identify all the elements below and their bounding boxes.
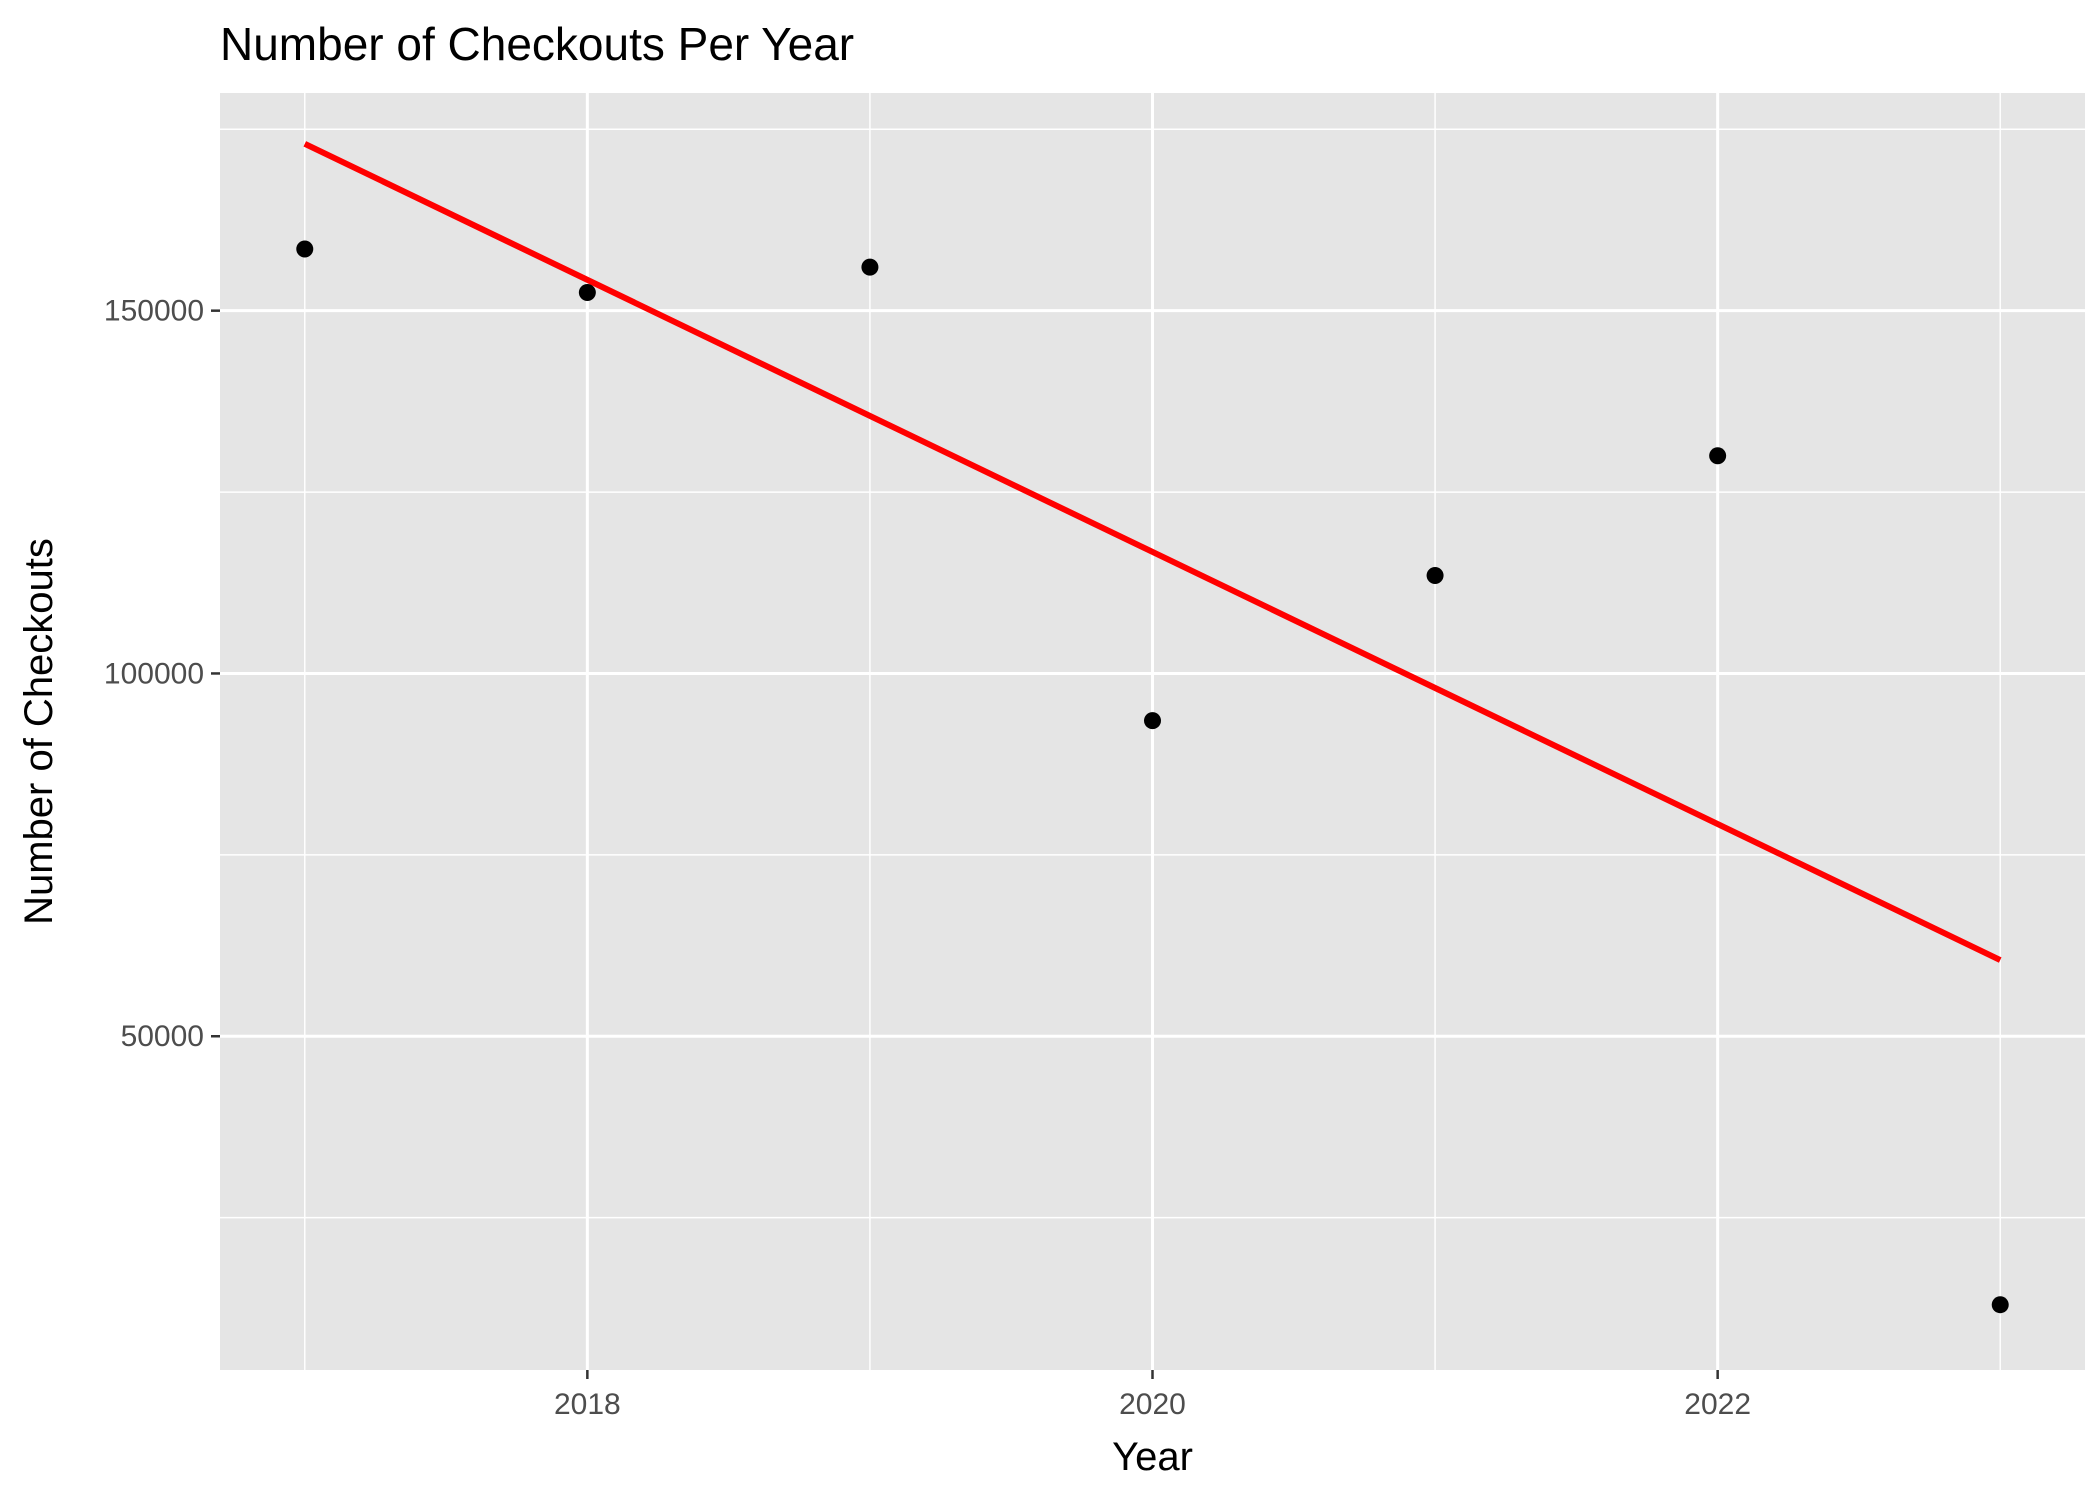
data-point xyxy=(1991,1296,2009,1314)
chart-title: Number of Checkouts Per Year xyxy=(220,18,854,70)
trend-line xyxy=(303,141,2002,963)
data-point xyxy=(1709,447,1727,465)
data-point xyxy=(578,284,596,302)
x-tick-label: 2018 xyxy=(554,1388,621,1421)
y-axis-title: Number of Checkouts xyxy=(17,538,61,925)
y-tick-label: 150000 xyxy=(104,295,204,328)
y-tick-label: 50000 xyxy=(121,1020,204,1053)
major-gridlines xyxy=(220,93,2085,1370)
y-tick-label: 100000 xyxy=(104,657,204,690)
data-point xyxy=(1144,712,1161,730)
data-point xyxy=(1426,567,1444,585)
data-point xyxy=(861,258,879,276)
data-points-layer xyxy=(296,240,2009,1314)
x-tick-label: 2022 xyxy=(1684,1388,1751,1421)
y-axis: 50000 100000 150000 xyxy=(104,295,220,1053)
x-axis: 2018 2020 2022 xyxy=(554,1370,1751,1421)
x-tick-label: 2020 xyxy=(1119,1388,1186,1421)
data-point xyxy=(296,240,314,258)
x-axis-title: Year xyxy=(1112,1435,1193,1479)
trend-line-layer xyxy=(303,141,2002,963)
